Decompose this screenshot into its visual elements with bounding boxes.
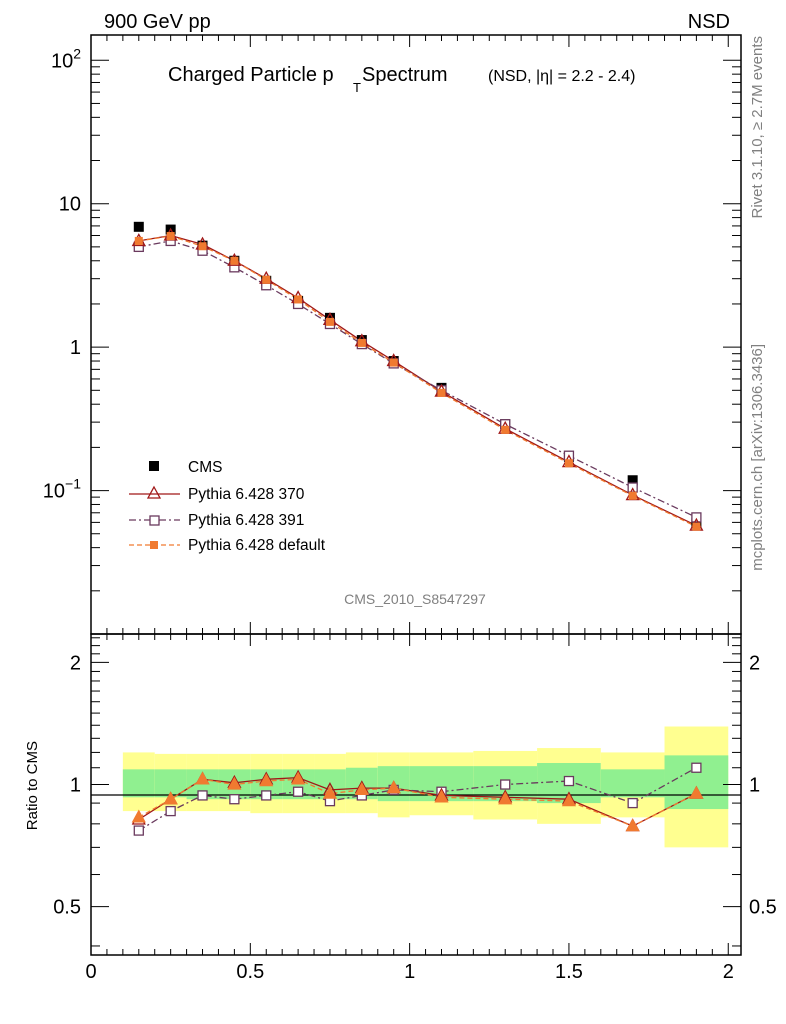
ratio-frame <box>90 633 742 956</box>
ratio-point-pythia-6-428-391 <box>627 797 638 809</box>
ratio-point-pythia-6-428-391 <box>292 786 304 797</box>
header-left: 900 GeV pp <box>104 11 211 33</box>
ratio-y-tick-label-right: 1 <box>749 775 760 797</box>
ratio-series-lines <box>138 767 697 832</box>
mcplots-label: mcplots.cern.ch [arXiv:1306.3436] <box>749 344 766 571</box>
series-line-pythia-6-428-391 <box>138 240 697 518</box>
legend-item-p391: Pythia 6.428 391 <box>129 512 304 529</box>
legend: CMS Pythia 6.428 370 Pythia 6.428 391 Py… <box>129 459 326 554</box>
data-point-pythia-6-428-default <box>262 275 271 284</box>
upper-y-tick-label: 102 <box>51 45 81 72</box>
ratio-axis-label: Ratio to CMS <box>24 741 41 830</box>
data-point-cms <box>324 312 335 323</box>
analysis-label: CMS_2010_S8547297 <box>344 591 486 607</box>
upper-y-tick-label: 1 <box>70 337 81 359</box>
band-inner <box>122 769 155 798</box>
ratio-point-pythia-6-428-391 <box>261 790 272 801</box>
legend-marker-p370 <box>146 485 162 499</box>
ratio-point-pythia-6-428-391 <box>563 775 575 787</box>
ratio-markers <box>131 762 704 836</box>
series-line-pythia-6-428-default <box>138 235 697 528</box>
data-point-pythia-6-428-default <box>294 295 303 304</box>
ratio-point-pythia-6-428-default <box>195 771 210 785</box>
ratio-point-pythia-6-428-default <box>227 776 242 790</box>
ratio-line-pythia-6-428-370 <box>138 776 697 827</box>
ratio-point-pythia-6-428-391 <box>197 790 208 801</box>
title-tail: Spectrum <box>362 64 448 86</box>
upper-markers <box>131 221 704 531</box>
ratio-axes: 0 0.5 1 1.5 2 0.5 0.5 1 1 2 2 <box>53 634 777 983</box>
ratio-point-pythia-6-428-391 <box>500 779 511 790</box>
title-note: (NSD, |η| = 2.2 - 2.4) <box>488 68 635 85</box>
ratio-panel: 0 0.5 1 1.5 2 0.5 0.5 1 1 2 2 <box>53 633 777 983</box>
ratio-y-tick-label-right: 0.5 <box>749 897 777 919</box>
data-point-pythia-6-428-default <box>628 491 637 500</box>
data-point-pythia-6-428-default <box>325 317 334 326</box>
ratio-point-pythia-6-428-default <box>259 773 274 787</box>
title-subscript: T <box>353 80 361 95</box>
header-right: NSD <box>688 11 730 33</box>
legend-label-p391: Pythia 6.428 391 <box>188 512 304 529</box>
ratio-point-pythia-6-428-default <box>561 793 577 807</box>
ratio-point-pythia-6-428-default <box>291 771 306 785</box>
legend-item-p370: Pythia 6.428 370 <box>129 485 305 503</box>
legend-marker-pdef <box>150 541 158 549</box>
ratio-point-pythia-6-428-default <box>386 780 401 794</box>
data-point-cms <box>627 475 638 486</box>
legend-item-pdef: Pythia 6.428 default <box>129 537 326 554</box>
ratio-x-tick-label: 1.5 <box>555 961 583 983</box>
ratio-point-pythia-6-428-default <box>498 791 513 805</box>
legend-marker-p391 <box>149 515 160 526</box>
data-point-cms <box>133 221 144 232</box>
legend-label-pdef: Pythia 6.428 default <box>188 537 326 554</box>
legend-marker-cms <box>149 461 159 471</box>
legend-label-cms: CMS <box>188 459 222 476</box>
ratio-x-tick-label: 2 <box>723 961 734 983</box>
chart-title: Charged Particle p T Spectrum (NSD, |η| … <box>168 64 635 95</box>
ratio-point-pythia-6-428-391 <box>229 794 240 805</box>
legend-label-p370: Pythia 6.428 370 <box>188 486 305 503</box>
ratio-y-tick-label-right: 2 <box>749 652 760 674</box>
data-point-pythia-6-428-default <box>134 236 143 245</box>
upper-series-lines <box>138 234 697 528</box>
rivet-version-label: Rivet 3.1.10, ≥ 2.7M events <box>749 36 766 219</box>
series-line-pythia-6-428-370 <box>138 234 697 527</box>
ratio-x-tick-label: 0 <box>85 961 96 983</box>
ratio-y-tick-label-left: 0.5 <box>53 897 81 919</box>
upper-y-tick-label: 10 <box>59 194 81 216</box>
data-point-pythia-6-428-default <box>166 232 175 241</box>
ratio-point-pythia-6-428-default <box>354 782 369 796</box>
ratio-point-pythia-6-428-default <box>322 785 338 799</box>
legend-item-cms: CMS <box>149 459 222 476</box>
title-main: Charged Particle p <box>168 64 334 86</box>
ratio-point-pythia-6-428-default <box>689 785 704 799</box>
data-point-pythia-6-428-default <box>198 242 207 251</box>
data-point-pythia-6-428-default <box>437 388 446 397</box>
ratio-point-pythia-6-428-391 <box>691 762 702 773</box>
data-point-pythia-6-428-default <box>501 425 510 434</box>
ratio-x-tick-label: 0.5 <box>236 961 264 983</box>
data-point-pythia-6-428-391 <box>691 512 702 523</box>
data-point-pythia-6-428-default <box>692 522 701 531</box>
band-inner <box>600 769 665 798</box>
upper-y-tick-label: 10−1 <box>43 476 81 503</box>
data-point-pythia-6-428-default <box>389 358 398 367</box>
ratio-x-tick-label: 1 <box>404 961 415 983</box>
data-point-pythia-6-428-default <box>357 338 366 347</box>
ratio-y-tick-label-left: 2 <box>70 652 81 674</box>
ratio-point-pythia-6-428-default <box>163 791 178 805</box>
ratio-point-pythia-6-428-391 <box>165 805 176 817</box>
data-point-pythia-6-428-default <box>564 459 573 468</box>
ratio-line-pythia-6-428-391 <box>138 767 697 832</box>
ratio-line-pythia-6-428-default <box>138 778 697 827</box>
upper-panel: 10−1 1 10 102 <box>43 34 742 635</box>
upper-axes: 10−1 1 10 102 <box>43 35 741 635</box>
ratio-point-pythia-6-428-391 <box>133 825 144 836</box>
data-point-pythia-6-428-default <box>230 256 239 265</box>
ratio-point-pythia-6-428-default <box>131 809 146 823</box>
ratio-point-pythia-6-428-default <box>434 789 449 803</box>
ratio-point-pythia-6-428-default <box>625 818 640 832</box>
ratio-y-tick-label-left: 1 <box>70 775 81 797</box>
